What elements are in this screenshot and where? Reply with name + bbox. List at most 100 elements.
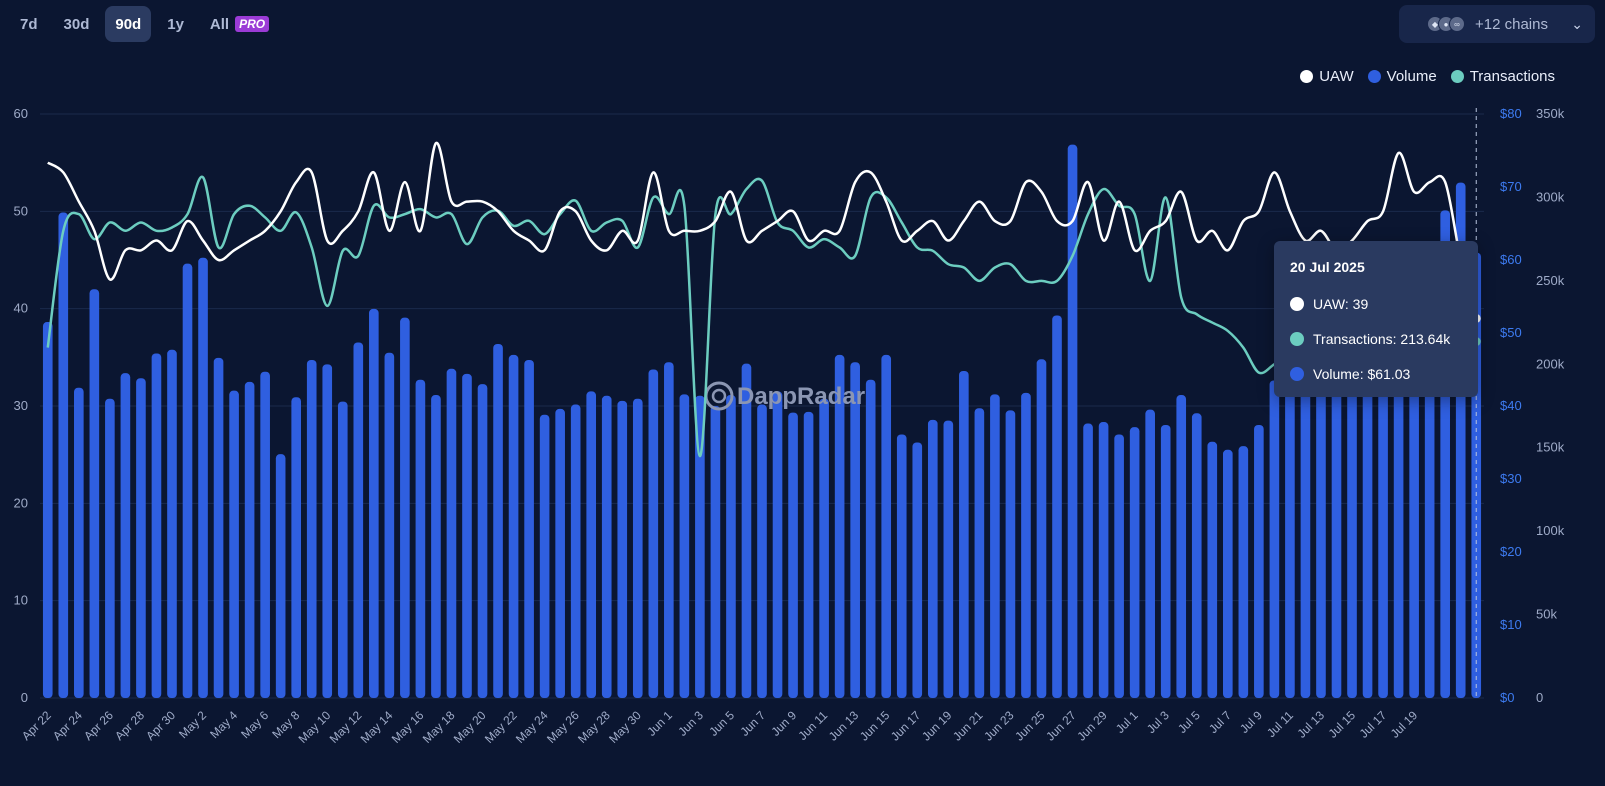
volume-bar[interactable] [431,395,441,698]
volume-bar[interactable] [244,381,255,698]
volume-bar[interactable] [865,379,876,698]
chain-selector-dropdown[interactable]: ◆ ● ∞ +12 chains ⌄ [1399,5,1595,43]
volume-bar[interactable] [213,357,224,698]
volume-bar[interactable] [1036,359,1047,698]
volume-bar[interactable] [617,400,628,698]
volume-bar[interactable] [974,408,985,698]
volume-bar[interactable] [1347,343,1357,698]
volume-bar[interactable] [1176,395,1187,698]
volume-bar[interactable] [1331,346,1342,698]
volume-bar[interactable] [1254,424,1264,698]
volume-bar[interactable] [555,408,565,698]
volume-bar[interactable] [1114,434,1124,698]
volume-bar[interactable] [105,398,115,698]
volume-bar[interactable] [1145,409,1155,698]
transactions-line[interactable] [46,175,1477,458]
volume-bar[interactable] [959,370,969,698]
volume-bar[interactable] [1005,410,1016,698]
volume-bar[interactable] [772,391,783,698]
legend-item-uaw[interactable]: UAW [1300,68,1354,85]
volume-bar[interactable] [1160,424,1171,698]
volume-bar[interactable] [400,317,410,698]
volume-bar[interactable] [353,342,364,698]
volume-bar[interactable] [788,412,798,698]
volume-bar[interactable] [1129,427,1140,698]
volume-bar[interactable] [1052,315,1062,698]
volume-bar[interactable] [881,354,892,698]
volume-bar[interactable] [151,353,162,698]
volume-bar[interactable] [803,411,814,698]
volume-bar[interactable] [89,289,100,698]
volume-bar[interactable] [462,373,472,698]
volume-bar[interactable] [1316,351,1326,698]
volume-bar[interactable] [1098,422,1109,698]
volume-bar[interactable] [260,371,270,698]
volume-bar[interactable] [819,398,829,698]
volume-bar[interactable] [1362,332,1373,698]
volume-bar[interactable] [1300,375,1311,698]
volume-bar[interactable] [943,420,954,698]
range-all-button[interactable]: All PRO [200,6,279,42]
volume-bar[interactable] [679,394,690,698]
volume-bar[interactable] [601,395,612,698]
volume-bar[interactable] [291,397,302,698]
volume-bar[interactable] [834,354,845,698]
volume-bar[interactable] [632,398,643,698]
volume-bar[interactable] [337,401,348,698]
range-30d-button[interactable]: 30d [63,15,90,33]
volume-bar[interactable] [648,369,659,699]
range-7d-button[interactable]: 7d [20,15,38,33]
volume-bar[interactable] [182,263,193,698]
volume-bar[interactable] [1207,441,1218,698]
volume-bar[interactable] [586,391,597,698]
volume-bar[interactable] [896,434,907,698]
volume-bar[interactable] [1222,449,1233,698]
legend-item-volume[interactable]: Volume [1367,68,1437,85]
volume-bar[interactable] [524,360,534,698]
volume-bar[interactable] [741,363,752,698]
volume-bar[interactable] [120,373,131,698]
volume-bar[interactable] [850,362,860,698]
volume-bar[interactable] [275,454,286,698]
volume-bar[interactable] [1409,338,1419,698]
volume-bar[interactable] [1269,380,1280,698]
volume-bar[interactable] [384,352,395,698]
volume-bar[interactable] [1393,338,1404,698]
volume-bar[interactable] [74,387,84,698]
volume-bar[interactable] [1067,144,1078,698]
volume-bar[interactable] [990,394,1000,698]
volume-bar[interactable] [1378,343,1388,698]
volume-bar[interactable] [477,384,488,698]
volume-bar[interactable] [570,404,581,698]
volume-bar[interactable] [710,406,721,698]
legend-item-transactions[interactable]: Transactions [1450,68,1555,85]
volume-bar[interactable] [229,390,239,698]
volume-bar[interactable] [927,419,938,698]
range-1y-button[interactable]: 1y [167,15,184,33]
volume-bar[interactable] [726,395,736,698]
volume-bar[interactable] [167,349,177,698]
volume-bar[interactable] [322,364,333,698]
uaw-line[interactable] [47,141,1478,319]
volume-bar[interactable] [58,212,69,699]
volume-bar[interactable] [306,360,317,698]
volume-bar[interactable] [136,378,146,698]
volume-bar[interactable] [1238,446,1249,698]
volume-bar[interactable] [369,308,379,698]
volume-bar[interactable] [695,395,705,698]
volume-bar[interactable] [757,404,767,698]
volume-bar[interactable] [42,322,53,698]
volume-bar[interactable] [508,354,519,698]
volume-bar[interactable] [912,442,923,699]
range-90d-button[interactable]: 90d [105,6,152,42]
volume-bar[interactable] [446,368,457,698]
volume-bar[interactable] [1191,413,1202,698]
volume-bar[interactable] [1021,392,1031,698]
volume-bar[interactable] [664,362,674,698]
volume-bar[interactable] [539,414,550,698]
volume-bar[interactable] [1285,378,1295,698]
volume-bar[interactable] [1083,423,1093,698]
volume-bar[interactable] [198,257,208,698]
volume-bar[interactable] [415,379,426,698]
volume-bar[interactable] [1424,343,1435,698]
